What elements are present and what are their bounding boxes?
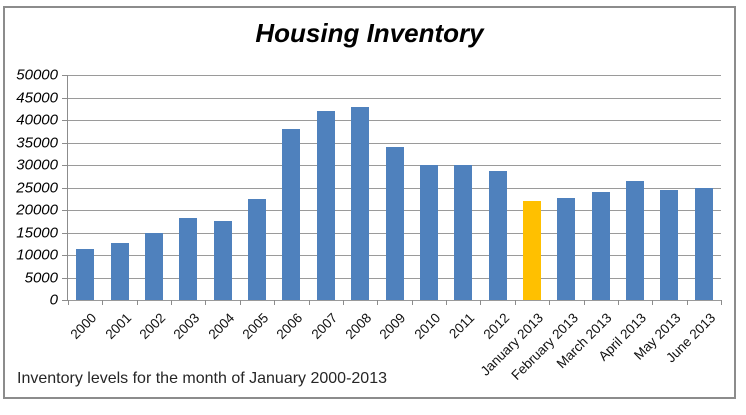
x-axis-tick <box>239 300 241 305</box>
x-axis-tick <box>446 300 448 305</box>
x-axis-label: 2007 <box>308 310 341 343</box>
x-axis-tick <box>721 300 722 305</box>
x-axis-label: 2010 <box>411 310 444 343</box>
bar-june-2013 <box>694 188 713 300</box>
y-axis-label: 15000 <box>16 224 58 241</box>
x-axis-tick <box>686 300 688 305</box>
y-axis-label: 25000 <box>16 179 58 196</box>
bar-2012 <box>488 171 507 300</box>
y-axis-label: 20000 <box>16 201 58 219</box>
bar-2009 <box>385 147 404 300</box>
x-axis-label: 2000 <box>67 310 100 343</box>
gridline-50000 <box>68 75 721 76</box>
x-axis-tick <box>583 300 585 305</box>
bar-may-2013 <box>660 189 679 300</box>
x-axis-label: 2009 <box>376 310 409 343</box>
y-axis-line <box>67 75 68 301</box>
x-axis-label: 2011 <box>446 310 478 342</box>
x-axis-tick <box>136 300 138 305</box>
y-axis-tick <box>62 255 68 256</box>
y-axis-label: 0 <box>49 291 58 309</box>
y-axis-tick <box>62 165 68 166</box>
chart-caption: Inventory levels for the month of Januar… <box>17 370 387 387</box>
y-axis-label: 35000 <box>16 134 58 151</box>
bar-2011 <box>454 165 473 300</box>
y-axis-tick <box>62 210 68 211</box>
bar-2007 <box>316 111 335 300</box>
plot-area: 0 5000 10000 15000 20000 25000 30000 35000 40000… <box>16 67 722 383</box>
bar-2010 <box>419 165 438 300</box>
bar-2005 <box>248 198 267 300</box>
bar-2002 <box>144 233 163 300</box>
x-axis-tick <box>480 300 482 305</box>
bar-april-2013 <box>626 180 645 300</box>
x-axis-label: 2008 <box>342 310 375 343</box>
y-axis-label: 5000 <box>24 269 58 286</box>
x-axis-tick <box>617 300 619 305</box>
y-axis-tick <box>62 142 68 144</box>
x-axis-tick <box>342 300 344 305</box>
gridline-45000 <box>68 97 721 99</box>
y-axis-label: 30000 <box>16 156 58 174</box>
x-axis-label: 2004 <box>205 310 237 343</box>
x-axis-label: 2001 <box>101 310 134 343</box>
y-axis-label: 45000 <box>16 89 58 106</box>
bar-january-2013 <box>522 201 541 300</box>
x-axis-tick <box>549 300 551 305</box>
y-axis-tick <box>62 120 68 121</box>
bar-2006 <box>282 129 301 300</box>
bar-2000 <box>76 249 95 300</box>
y-axis-label: 50000 <box>16 66 58 84</box>
y-axis-tick <box>62 300 68 301</box>
x-axis-tick <box>274 300 276 305</box>
x-axis-tick <box>411 300 413 305</box>
x-axis-tick <box>171 300 173 305</box>
chart-title: Housing Inventory <box>255 18 484 48</box>
gridline-40000 <box>68 120 721 121</box>
x-axis-tick <box>102 300 104 305</box>
x-axis-tick <box>652 300 654 305</box>
bar-march-2013 <box>591 192 610 300</box>
y-axis-tick <box>62 187 68 189</box>
x-axis-label: 2002 <box>136 310 169 343</box>
x-axis-label: 2006 <box>273 310 306 343</box>
x-axis-label: 2005 <box>239 310 272 343</box>
x-axis-tick <box>308 300 310 305</box>
y-axis-tick <box>62 232 68 234</box>
bar-2008 <box>351 106 370 300</box>
chart-frame: Housing Inventory 0 5000 10000 15000 20000 25… <box>3 6 736 399</box>
y-axis-tick <box>62 277 68 279</box>
bar-2003 <box>179 217 198 300</box>
x-axis-label: 2003 <box>170 310 203 343</box>
x-axis-tick <box>514 300 516 305</box>
y-axis-label: 10000 <box>16 246 58 264</box>
bar-2001 <box>110 242 129 300</box>
y-axis-tick <box>62 75 68 76</box>
y-axis-tick <box>62 97 68 99</box>
y-axis-label: 40000 <box>16 111 58 129</box>
x-axis-tick <box>377 300 379 305</box>
x-axis-tick <box>205 300 207 305</box>
x-axis-tick <box>68 300 69 305</box>
gridline-35000 <box>68 142 721 144</box>
bar-2004 <box>213 220 232 300</box>
gridline-0 <box>68 300 721 301</box>
bar-february-2013 <box>557 197 576 300</box>
